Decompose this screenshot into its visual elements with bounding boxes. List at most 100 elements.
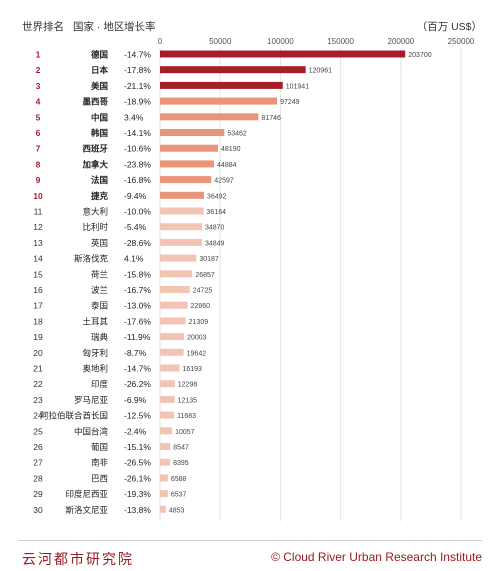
rank-label: 15 bbox=[33, 269, 43, 279]
growth-label: -26.1% bbox=[124, 473, 151, 483]
rank-label: 27 bbox=[33, 458, 43, 468]
bar bbox=[160, 443, 171, 450]
rank-label: 16 bbox=[33, 285, 43, 295]
country-label: 斯洛伐克 bbox=[74, 254, 109, 265]
growth-label: 4.1% bbox=[124, 254, 144, 264]
value-label: 10057 bbox=[175, 429, 195, 436]
bar bbox=[160, 317, 186, 325]
value-label: 48190 bbox=[221, 146, 241, 153]
bar bbox=[160, 395, 175, 403]
bar bbox=[160, 380, 175, 388]
growth-label: -12.5% bbox=[124, 411, 151, 421]
x-tick-label: 50000 bbox=[209, 37, 232, 46]
bar bbox=[160, 254, 197, 262]
bar bbox=[160, 270, 193, 278]
value-label: 81746 bbox=[261, 115, 281, 122]
country-label: 韩国 bbox=[91, 128, 108, 139]
value-label: 12298 bbox=[178, 382, 198, 389]
growth-label: -11.9% bbox=[124, 332, 151, 342]
value-label: 16193 bbox=[182, 366, 202, 373]
country-label: 德国 bbox=[91, 50, 108, 61]
rank-label: 1 bbox=[36, 50, 41, 60]
value-label: 97249 bbox=[280, 99, 300, 106]
rank-label: 22 bbox=[33, 379, 43, 389]
header-country: 国家 · 地区 bbox=[73, 21, 125, 33]
bar bbox=[160, 238, 202, 246]
rank-label: 13 bbox=[33, 238, 43, 248]
country-label: 加拿大 bbox=[81, 159, 108, 170]
footer-brand: 云河都市研究院 bbox=[22, 552, 134, 568]
value-label: 120961 bbox=[309, 68, 332, 75]
rank-label: 9 bbox=[36, 175, 41, 185]
growth-label: -5.4% bbox=[124, 222, 147, 232]
country-label: 捷克 bbox=[91, 191, 109, 202]
country-label: 奥地利 bbox=[82, 364, 108, 375]
country-label: 中国台湾 bbox=[74, 426, 109, 437]
growth-label: -23.8% bbox=[124, 159, 151, 169]
bar bbox=[160, 50, 406, 58]
country-label: 英国 bbox=[91, 238, 108, 249]
bar bbox=[160, 427, 173, 435]
value-label: 8547 bbox=[173, 445, 189, 452]
bar bbox=[160, 348, 184, 356]
rank-label: 5 bbox=[36, 112, 41, 122]
country-label: 墨西哥 bbox=[82, 97, 108, 108]
value-label: 11683 bbox=[177, 413, 196, 420]
country-label: 意大利 bbox=[82, 207, 108, 218]
rank-label: 24 bbox=[33, 411, 43, 421]
country-label: 葡国 bbox=[91, 442, 108, 453]
value-label: 12135 bbox=[178, 397, 198, 404]
value-label: 34849 bbox=[205, 240, 225, 247]
country-label: 印度 bbox=[91, 379, 109, 390]
growth-label: -14.7% bbox=[124, 50, 151, 60]
bar bbox=[160, 129, 225, 136]
x-tick-label: 0 bbox=[158, 37, 163, 46]
growth-label: -13.8% bbox=[124, 505, 151, 515]
growth-label: -14.1% bbox=[124, 128, 151, 138]
rank-label: 12 bbox=[33, 222, 43, 232]
bar bbox=[160, 191, 204, 199]
rank-label: 4 bbox=[36, 97, 41, 107]
rank-label: 14 bbox=[33, 254, 43, 264]
rank-label: 7 bbox=[36, 144, 41, 154]
growth-label: -18.9% bbox=[124, 97, 151, 107]
value-label: 26857 bbox=[195, 272, 215, 279]
bar bbox=[160, 207, 204, 215]
x-tick-label: 200000 bbox=[387, 37, 414, 46]
country-label: 南非 bbox=[91, 458, 109, 469]
growth-label: -13.0% bbox=[124, 301, 151, 311]
country-label: 罗马尼亚 bbox=[74, 396, 109, 406]
bar bbox=[160, 474, 168, 482]
value-label: 19642 bbox=[187, 350, 207, 357]
country-label: 中国 bbox=[91, 112, 108, 123]
value-label: 6537 bbox=[171, 492, 187, 499]
value-label: 24725 bbox=[193, 288, 213, 295]
rank-label: 6 bbox=[36, 128, 41, 138]
growth-label: -8.7% bbox=[124, 348, 147, 358]
bar bbox=[160, 364, 180, 372]
growth-label: -2.4% bbox=[124, 426, 147, 436]
growth-label: -15.1% bbox=[124, 442, 151, 452]
country-label: 荷兰 bbox=[91, 269, 108, 280]
growth-label: -17.6% bbox=[124, 316, 151, 326]
bar bbox=[160, 490, 168, 498]
value-label: 34870 bbox=[205, 225, 225, 232]
growth-label: -26.2% bbox=[124, 379, 151, 389]
value-label: 44884 bbox=[217, 162, 237, 169]
value-label: 4853 bbox=[169, 507, 185, 514]
rank-label: 19 bbox=[33, 332, 43, 342]
rank-label: 30 bbox=[33, 505, 43, 515]
rank-label: 28 bbox=[33, 473, 43, 483]
country-label: 土耳其 bbox=[82, 316, 108, 327]
growth-label: -28.6% bbox=[124, 238, 151, 248]
bar bbox=[160, 113, 259, 121]
country-label: 波兰 bbox=[91, 285, 108, 296]
value-label: 20003 bbox=[187, 335, 207, 342]
growth-label: -21.1% bbox=[124, 81, 151, 91]
country-label: 巴西 bbox=[91, 474, 108, 484]
bar bbox=[160, 301, 188, 309]
bar bbox=[160, 81, 283, 89]
header-rank: 世界排名 bbox=[22, 21, 64, 33]
value-label: 101941 bbox=[286, 83, 309, 90]
growth-label: -14.7% bbox=[124, 364, 151, 374]
